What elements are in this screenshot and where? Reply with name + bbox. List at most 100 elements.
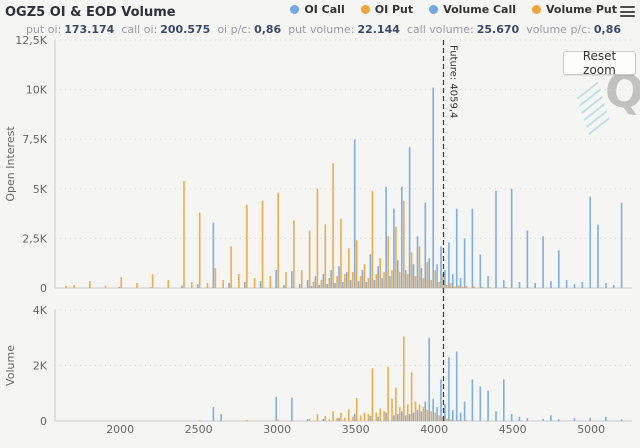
bar-oi-call[interactable] (408, 147, 411, 288)
bar-oi-call[interactable] (459, 278, 462, 288)
bar-oi-call[interactable] (346, 272, 348, 288)
bar-oi-call[interactable] (338, 266, 340, 288)
bar-oi-put[interactable] (434, 270, 436, 288)
bar-oi-call[interactable] (322, 274, 325, 288)
bar-oi-put[interactable] (167, 280, 170, 288)
bar-volume-call[interactable] (444, 404, 446, 421)
bar-volume-put[interactable] (450, 419, 452, 421)
bar-oi-put[interactable] (363, 264, 366, 288)
bar-volume-put[interactable] (387, 366, 389, 421)
bar-oi-put[interactable] (438, 282, 440, 288)
bar-oi-call[interactable] (542, 236, 544, 288)
bar-volume-call[interactable] (479, 386, 482, 421)
bar-volume-put[interactable] (332, 411, 334, 421)
bar-volume-call[interactable] (495, 411, 497, 421)
bar-volume-put[interactable] (457, 419, 460, 421)
bar-oi-put[interactable] (316, 188, 319, 288)
bar-oi-call[interactable] (463, 238, 466, 288)
bar-volume-call[interactable] (412, 412, 415, 421)
bar-oi-call[interactable] (495, 190, 497, 288)
bar-oi-call[interactable] (518, 282, 521, 288)
bar-oi-call[interactable] (373, 280, 376, 288)
bar-volume-put[interactable] (324, 416, 327, 421)
bar-volume-put[interactable] (446, 418, 448, 421)
bar-volume-call[interactable] (369, 416, 372, 421)
bar-volume-put[interactable] (328, 419, 330, 421)
bar-oi-call[interactable] (597, 224, 599, 289)
bar-volume-put[interactable] (422, 407, 425, 421)
bar-oi-call[interactable] (420, 268, 423, 288)
bar-oi-call[interactable] (212, 222, 215, 289)
bar-volume-put[interactable] (316, 414, 319, 421)
bar-oi-put[interactable] (395, 226, 397, 289)
bar-volume-call[interactable] (440, 379, 442, 421)
bar-oi-put[interactable] (136, 283, 138, 288)
bar-volume-call[interactable] (322, 418, 325, 421)
bar-oi-call[interactable] (404, 270, 407, 288)
bar-volume-call[interactable] (510, 414, 513, 421)
bar-oi-put[interactable] (391, 270, 393, 288)
bar-oi-call[interactable] (605, 283, 607, 288)
bar-oi-call[interactable] (550, 281, 552, 288)
bar-volume-put[interactable] (406, 404, 409, 421)
bar-oi-put[interactable] (348, 248, 350, 288)
bar-volume-put[interactable] (403, 336, 405, 421)
legend-item-volume-put[interactable]: Volume Put (532, 3, 617, 16)
bar-oi-put[interactable] (379, 258, 381, 288)
bar-volume-call[interactable] (275, 396, 277, 421)
bar-oi-call[interactable] (526, 230, 529, 289)
bar-oi-call[interactable] (534, 283, 536, 288)
bar-oi-put[interactable] (261, 200, 264, 288)
bar-volume-call[interactable] (432, 398, 434, 421)
bar-oi-call[interactable] (432, 87, 434, 288)
bar-volume-put[interactable] (434, 412, 436, 421)
bar-volume-call[interactable] (463, 401, 466, 421)
bar-oi-call[interactable] (558, 250, 560, 288)
bar-oi-call[interactable] (377, 266, 379, 288)
bar-volume-put[interactable] (410, 372, 413, 421)
bar-volume-call[interactable] (459, 412, 462, 421)
bar-volume-call[interactable] (452, 409, 454, 421)
bar-volume-call[interactable] (542, 418, 544, 421)
bar-volume-put[interactable] (375, 412, 378, 421)
bar-volume-put[interactable] (391, 398, 393, 421)
bar-oi-put[interactable] (253, 278, 256, 288)
bar-oi-put[interactable] (328, 278, 330, 288)
bar-oi-call[interactable] (259, 281, 262, 288)
bar-volume-put[interactable] (414, 401, 417, 421)
bar-volume-put[interactable] (355, 398, 358, 421)
bar-oi-call[interactable] (471, 208, 474, 288)
bar-oi-put[interactable] (293, 220, 295, 289)
bar-oi-put[interactable] (183, 180, 185, 288)
bar-volume-call[interactable] (420, 411, 423, 421)
bar-oi-call[interactable] (436, 264, 438, 288)
bar-oi-put[interactable] (324, 224, 327, 289)
bar-oi-put[interactable] (375, 274, 378, 288)
bar-volume-put[interactable] (438, 415, 440, 421)
bar-volume-call[interactable] (353, 413, 356, 421)
bar-volume-put[interactable] (336, 418, 338, 421)
bar-oi-put[interactable] (359, 276, 362, 288)
bar-oi-call[interactable] (401, 186, 403, 288)
bar-oi-call[interactable] (298, 284, 301, 288)
bar-oi-call[interactable] (479, 254, 482, 288)
bar-oi-call[interactable] (503, 280, 505, 288)
bar-volume-call[interactable] (550, 415, 552, 421)
bar-oi-call[interactable] (487, 276, 489, 288)
bar-volume-call[interactable] (291, 397, 293, 421)
bar-oi-call[interactable] (306, 280, 309, 288)
bar-oi-put[interactable] (344, 274, 346, 288)
bar-volume-call[interactable] (385, 412, 387, 421)
bar-oi-call[interactable] (589, 196, 591, 288)
bar-oi-put[interactable] (312, 282, 315, 288)
bar-volume-call[interactable] (487, 390, 489, 422)
bar-oi-put[interactable] (336, 276, 338, 288)
bar-oi-put[interactable] (238, 274, 240, 288)
bar-oi-put[interactable] (65, 286, 67, 288)
bar-volume-call[interactable] (455, 351, 458, 421)
bar-oi-call[interactable] (397, 260, 399, 288)
bar-oi-put[interactable] (430, 280, 432, 288)
bar-oi-put[interactable] (465, 286, 468, 288)
bar-volume-call[interactable] (408, 414, 411, 421)
bar-volume-put[interactable] (418, 404, 421, 421)
